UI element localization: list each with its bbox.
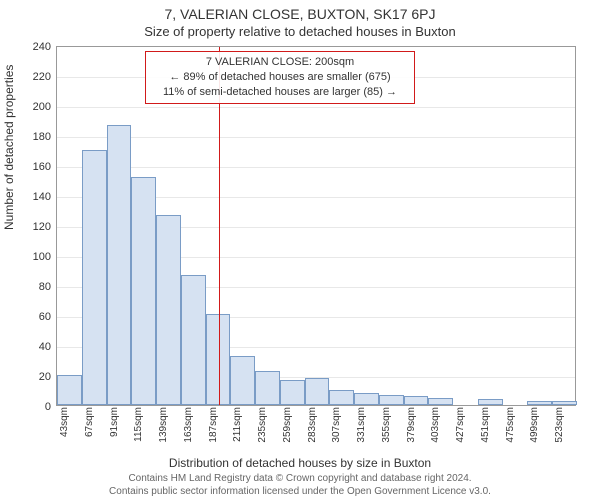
y-tick: 220 [33,71,51,83]
histogram-bar [107,125,132,406]
histogram-bar [131,177,156,405]
histogram-bar [255,371,280,406]
title-subtitle: Size of property relative to detached ho… [0,24,600,39]
x-tick: 115sqm [133,407,144,442]
x-tick: 43sqm [59,407,70,437]
histogram-bar [280,380,305,406]
y-axis-label: Number of detached properties [2,65,16,230]
histogram-bar [404,396,429,405]
y-tick: 20 [39,371,51,383]
x-tick: 499sqm [529,407,540,443]
histogram-bar [428,398,453,406]
y-tick: 140 [33,191,51,203]
histogram-bar [230,356,255,406]
histogram-bar [206,314,231,406]
info-box: 7 VALERIAN CLOSE: 200sqm ← 89% of detach… [145,51,415,104]
x-tick: 523sqm [554,407,565,443]
histogram-bar [478,399,503,405]
histogram-bar [82,150,107,405]
y-tick: 80 [39,281,51,293]
histogram-bar [156,215,181,406]
x-axis-label: Distribution of detached houses by size … [0,456,600,470]
gridline [57,137,575,138]
attribution: Contains HM Land Registry data © Crown c… [0,472,600,498]
y-tick: 60 [39,311,51,323]
x-tick: 211sqm [232,407,243,442]
y-tick: 240 [33,41,51,53]
y-tick: 100 [33,251,51,263]
x-tick: 331sqm [356,407,367,443]
histogram-bar [379,395,404,406]
histogram-bar [527,401,552,406]
y-tick: 160 [33,161,51,173]
histogram-bar [329,390,354,405]
histogram-bar [354,393,379,405]
y-tick: 120 [33,221,51,233]
chart-container: 7, VALERIAN CLOSE, BUXTON, SK17 6PJ Size… [0,0,600,500]
x-tick: 427sqm [455,407,466,443]
attribution-line-1: Contains HM Land Registry data © Crown c… [0,472,600,485]
y-tick: 0 [45,401,51,413]
x-tick: 139sqm [158,407,169,443]
y-tick: 40 [39,341,51,353]
y-tick: 200 [33,101,51,113]
x-tick: 307sqm [331,407,342,443]
info-line-3: 11% of semi-detached houses are larger (… [154,85,406,100]
x-tick: 187sqm [208,407,219,443]
x-tick: 67sqm [84,407,95,437]
gridline [57,107,575,108]
histogram-bar [552,401,577,406]
x-tick: 283sqm [307,407,318,443]
y-tick: 180 [33,131,51,143]
x-tick: 451sqm [480,407,491,443]
x-tick: 259sqm [282,407,293,443]
x-tick: 235sqm [257,407,268,443]
info-line-2: ← 89% of detached houses are smaller (67… [154,70,406,85]
x-tick: 91sqm [109,407,120,437]
title-address: 7, VALERIAN CLOSE, BUXTON, SK17 6PJ [0,6,600,22]
histogram-bar [57,375,82,405]
attribution-line-2: Contains public sector information licen… [0,485,600,498]
histogram-bar [181,275,206,406]
x-tick: 475sqm [505,407,516,443]
x-tick: 355sqm [381,407,392,443]
gridline [57,167,575,168]
plot-area: 02040608010012014016018020022024043sqm67… [56,46,576,406]
x-tick: 379sqm [406,407,417,443]
info-line-1: 7 VALERIAN CLOSE: 200sqm [154,55,406,70]
x-tick: 163sqm [183,407,194,443]
x-tick: 403sqm [430,407,441,443]
histogram-bar [305,378,330,405]
